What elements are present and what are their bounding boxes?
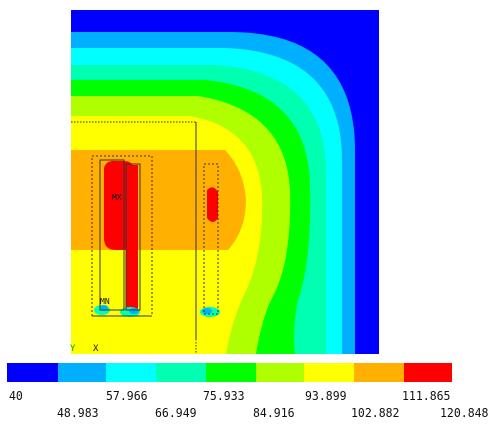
legend-swatch-4 [156, 363, 206, 382]
hot-spot-side [207, 187, 218, 222]
legend-swatch-6 [256, 363, 304, 382]
legend-swatch-5 [206, 363, 256, 382]
legend-tick-lower-4: 102.882 [351, 405, 400, 421]
legend-tick-lower-1: 48.983 [57, 405, 99, 421]
legend-tick-upper-4: 93.899 [305, 388, 347, 404]
legend-swatch-9 [404, 363, 452, 382]
axis-x-marker: X [93, 344, 99, 354]
contour-band-7b [90, 250, 227, 300]
legend-tick-upper-5: 111.865 [402, 388, 451, 404]
contour-plot [71, 10, 379, 354]
cool-spot-6 [202, 308, 212, 314]
legend-swatch-2 [58, 363, 106, 382]
hot-spot-column [126, 165, 138, 310]
legend-tick-upper-1: 40 [9, 388, 23, 404]
legend-tick-upper-2: 57.966 [106, 388, 148, 404]
legend-tick-lower-3: 84.916 [253, 405, 295, 421]
outline-core-left [99, 159, 125, 311]
legend-swatch-1 [7, 363, 58, 382]
contour-band-8 [71, 150, 246, 250]
min-marker-label: MN [100, 297, 110, 306]
axis-y-marker: Y [70, 344, 76, 354]
color-legend: 40 57.966 75.933 93.899 111.865 48.983 6… [0, 363, 496, 426]
geometry-outlines [71, 121, 219, 354]
legend-swatch-7 [304, 363, 354, 382]
legend-tick-upper-3: 75.933 [203, 388, 245, 404]
legend-tick-lower-5: 120.848 [440, 405, 489, 421]
outline-core-mid [125, 163, 141, 311]
legend-swatch-8 [354, 363, 404, 382]
legend-tick-lower-2: 66.949 [155, 405, 197, 421]
outline-coil-right [203, 163, 219, 315]
max-marker-label: MX [112, 193, 122, 202]
legend-swatch-3 [106, 363, 156, 382]
cool-spot-5 [129, 308, 139, 314]
